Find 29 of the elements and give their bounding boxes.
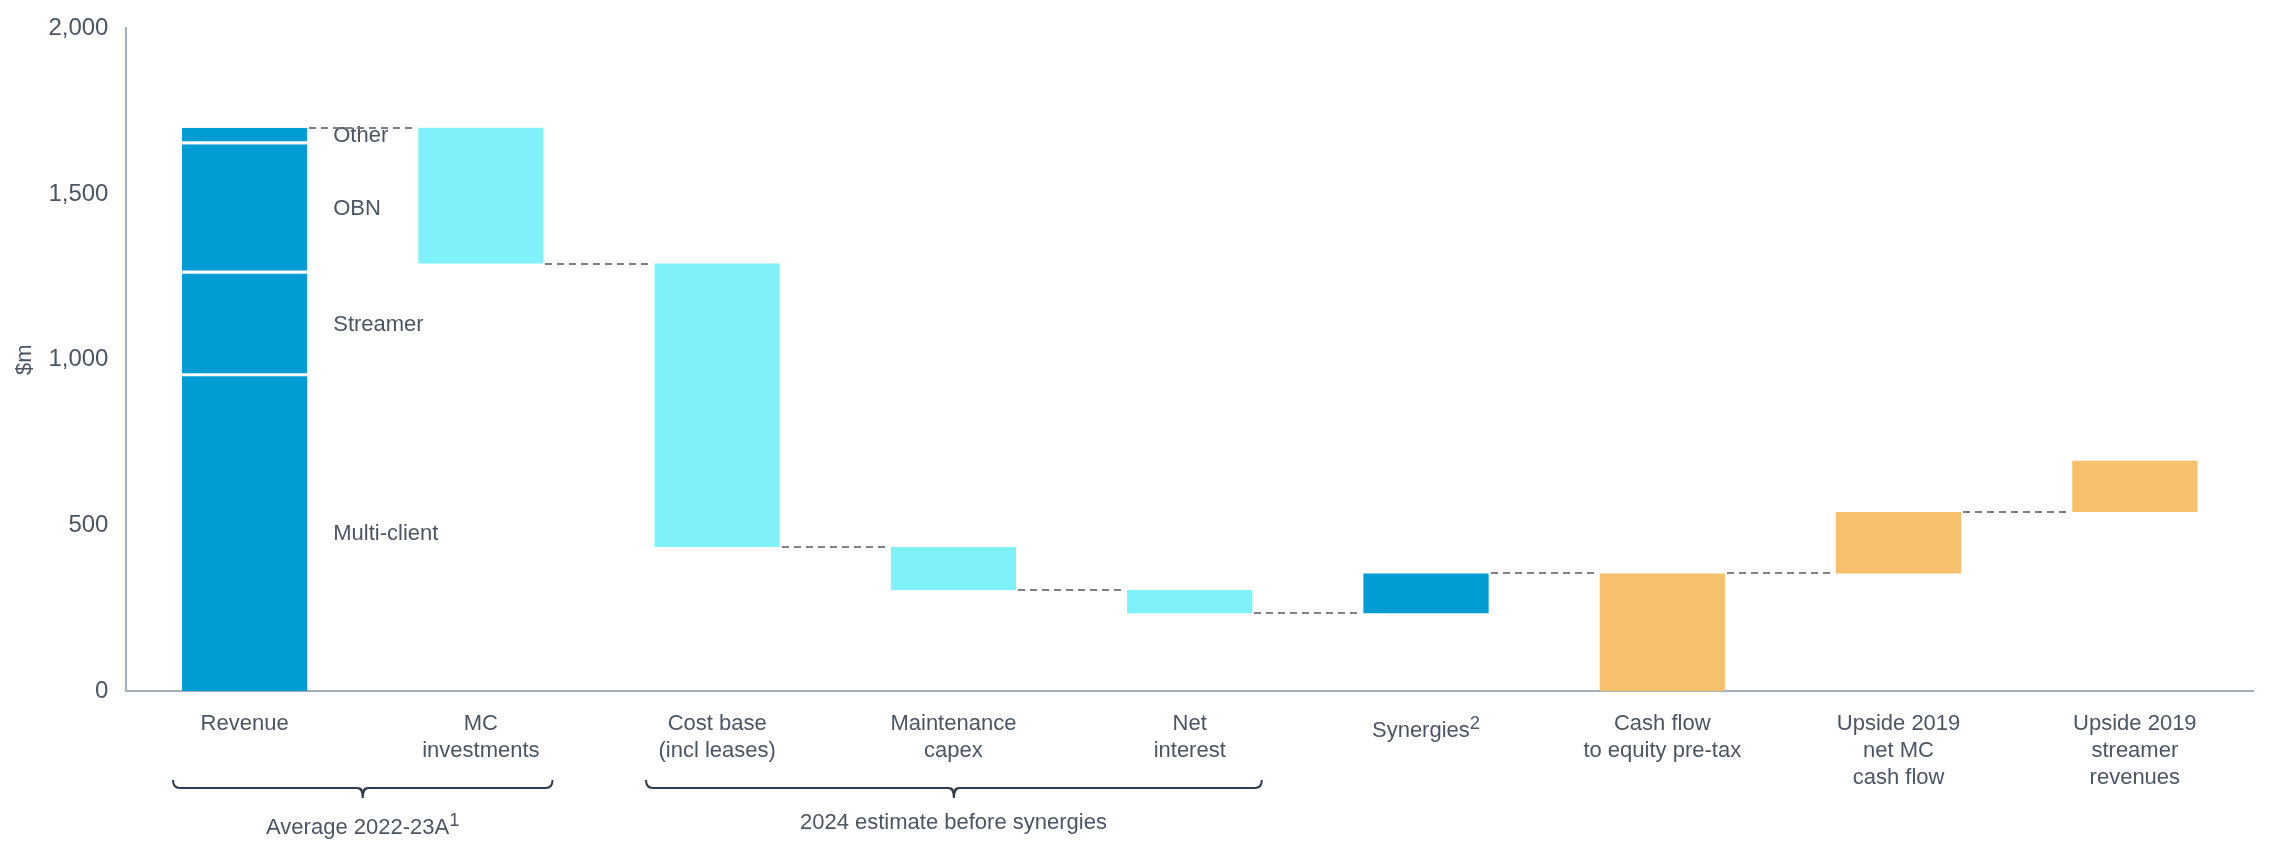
y-tick-label: 2,000 xyxy=(48,13,109,41)
y-tick-label: 1,000 xyxy=(48,344,109,372)
y-tick-label: 500 xyxy=(68,509,109,537)
bar xyxy=(890,546,1017,590)
bar xyxy=(654,263,780,547)
text: 2024 estimate before synergies xyxy=(798,809,1108,835)
bar xyxy=(181,376,308,691)
bar xyxy=(1599,573,1725,691)
y-axis-title: $m xyxy=(11,344,37,375)
y-tick-label: 0 xyxy=(95,675,109,703)
bar xyxy=(2072,460,2198,513)
x-tick-label: Upside 2019 streamer revenues xyxy=(2072,709,2198,790)
bar xyxy=(1127,589,1253,614)
bar xyxy=(1835,512,1962,574)
series-label: Streamer xyxy=(333,310,424,336)
x-tick-label: Net interest xyxy=(1152,709,1227,763)
bar xyxy=(418,127,544,264)
x-tick-label: Cash flow to equity pre-tax xyxy=(1582,709,1743,763)
y-tick-label: 1,500 xyxy=(48,178,109,206)
series-label: Other xyxy=(333,122,389,148)
series-label: Multi-client xyxy=(333,519,439,545)
text: Average 2022-23A$^{1}$ xyxy=(265,809,461,841)
x-tick-label: Maintenance capex xyxy=(889,709,1018,763)
x-tick-label: Revenue xyxy=(199,709,290,736)
x-tick-label: Synergies$^{2}$ xyxy=(1370,711,1481,744)
x-tick-label: MC investments xyxy=(421,709,541,763)
x-tick-label: Cost base (incl leases) xyxy=(657,709,777,763)
x-tick-label: Upside 2019 net MC cash flow xyxy=(1835,709,1962,790)
series-label: OBN xyxy=(333,195,381,221)
